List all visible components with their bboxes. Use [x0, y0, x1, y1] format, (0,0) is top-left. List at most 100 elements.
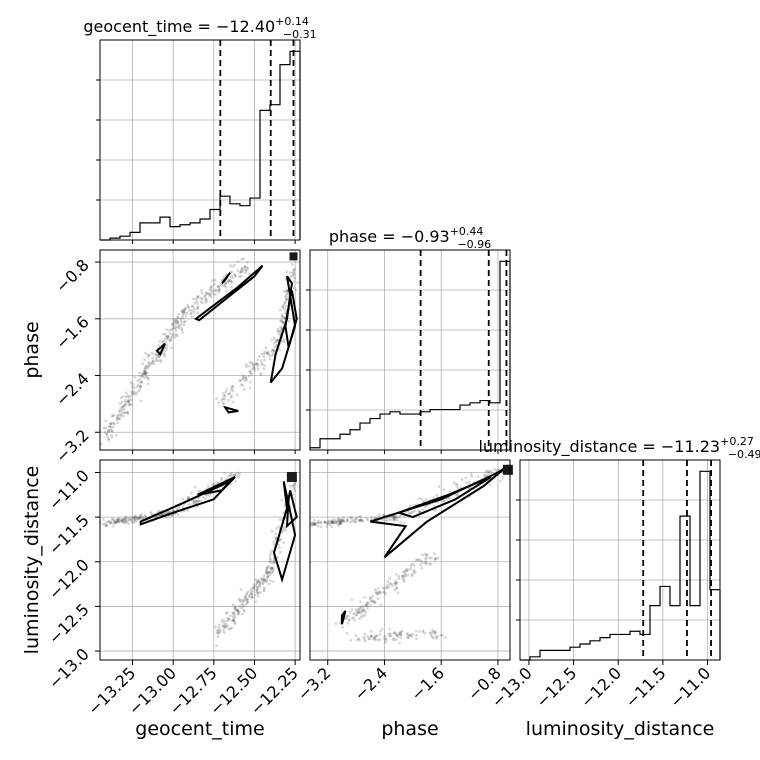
sample-point: [294, 288, 298, 292]
sample-point: [334, 622, 338, 625]
x-axis-label-luminosity_distance: luminosity_distance: [526, 718, 715, 740]
sample-point: [419, 563, 422, 567]
sample-point: [192, 500, 196, 504]
density-peak: [286, 471, 297, 482]
sample-point: [406, 636, 410, 639]
sample-point: [168, 328, 171, 332]
sample-point: [217, 285, 221, 289]
sample-point: [454, 493, 458, 497]
sample-point: [395, 515, 399, 519]
sample-point: [278, 546, 281, 550]
sample-point: [274, 536, 278, 540]
sample-point: [116, 421, 119, 425]
sample-point: [262, 589, 266, 593]
sample-point: [283, 315, 287, 319]
sample-point: [382, 590, 386, 594]
sample-point: [105, 433, 109, 436]
sample-point: [464, 476, 468, 480]
sample-point: [119, 414, 123, 418]
sample-point: [256, 364, 260, 368]
sample-point: [366, 606, 369, 610]
sample-point: [313, 523, 317, 527]
sample-point: [399, 520, 402, 524]
sample-point: [331, 520, 334, 523]
sample-point: [242, 608, 246, 612]
sample-point: [278, 332, 281, 336]
sample-point: [272, 559, 276, 563]
sample-point: [283, 504, 287, 507]
sample-point: [231, 603, 235, 607]
sample-point: [332, 520, 335, 524]
sample-point: [424, 562, 428, 566]
sample-point: [328, 523, 332, 527]
sample-point: [338, 519, 342, 523]
sample-point: [434, 634, 438, 638]
sample-point: [118, 519, 121, 523]
sample-point: [128, 403, 132, 407]
sample-point: [384, 592, 388, 596]
sample-point: [397, 574, 401, 578]
sample-point: [345, 518, 349, 521]
sample-point: [171, 513, 175, 517]
sample-point: [269, 567, 273, 571]
sample-point: [385, 519, 388, 523]
hist-step-geocent_time: [100, 50, 301, 241]
sample-point: [205, 493, 209, 497]
sample-point: [233, 608, 237, 611]
sample-point: [111, 414, 114, 417]
sample-point: [219, 283, 223, 287]
sample-point: [187, 305, 191, 309]
sample-point: [355, 613, 359, 617]
sample-point: [384, 637, 388, 641]
sample-point: [357, 518, 361, 522]
contour-branch-inner: [285, 490, 298, 529]
sample-point: [228, 278, 232, 282]
title-minus: −0.31: [283, 28, 317, 41]
sample-point: [220, 476, 223, 480]
sample-point: [364, 610, 368, 614]
sample-point: [207, 293, 211, 297]
sample-point: [272, 542, 276, 546]
sample-point: [191, 305, 195, 309]
sample-point: [436, 635, 440, 639]
sample-point: [116, 518, 119, 522]
sample-point: [373, 636, 376, 640]
sample-point: [381, 586, 385, 590]
sample-point: [417, 497, 421, 501]
sample-point: [146, 376, 150, 380]
sample-point: [395, 633, 399, 637]
sample-point: [332, 521, 336, 524]
sample-point: [312, 518, 316, 522]
sample-point: [280, 328, 283, 331]
sample-point: [316, 524, 320, 528]
sample-point: [123, 517, 126, 520]
sample-point: [416, 558, 420, 561]
sample-point: [262, 367, 266, 371]
sample-point: [292, 280, 296, 284]
sample-point: [325, 525, 329, 528]
title-main: phase = −0.93: [329, 227, 450, 246]
sample-point: [156, 353, 160, 357]
sample-point: [239, 599, 243, 603]
sample-point: [373, 638, 377, 642]
sample-point: [204, 291, 208, 295]
sample-point: [138, 374, 142, 378]
sample-point: [224, 280, 228, 284]
sample-point: [107, 520, 111, 523]
sample-point: [143, 351, 147, 355]
sample-point: [363, 632, 367, 636]
sample-point: [406, 636, 410, 640]
sample-point: [233, 274, 237, 278]
sample-point: [280, 531, 284, 534]
sample-point: [217, 290, 221, 294]
sample-point: [116, 416, 120, 420]
sample-point: [232, 618, 236, 622]
sample-point: [392, 516, 396, 520]
sample-point: [134, 516, 138, 520]
sample-point: [223, 397, 226, 401]
sample-point: [355, 610, 359, 614]
sample-point: [362, 609, 365, 613]
sample-point: [182, 320, 186, 324]
x-axis-label-geocent_time: geocent_time: [135, 718, 264, 740]
y-tick-label: −13.0: [45, 644, 93, 692]
